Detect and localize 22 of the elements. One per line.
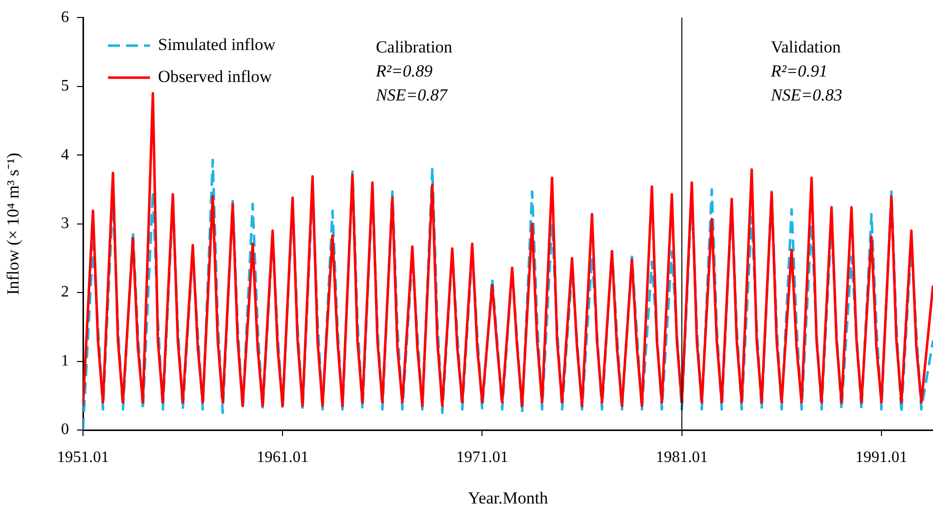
x-tick-label: 1961.01: [256, 448, 309, 466]
y-tick-label: 2: [61, 284, 69, 301]
x-tick-label: 1951.01: [57, 448, 109, 466]
legend-label: Observed inflow: [158, 67, 272, 86]
y-tick-label: 0: [61, 421, 69, 438]
annotation: R²=0.89: [374, 62, 434, 81]
annotation: NSE=0.83: [770, 86, 842, 105]
x-axis-title: Year.Month: [468, 488, 548, 508]
y-tick-label: 3: [61, 215, 69, 232]
y-tick-label: 5: [61, 78, 69, 95]
y-tick-label: 4: [61, 146, 69, 164]
x-tick-label: 1991.01: [855, 448, 908, 466]
x-tick-label: 1981.01: [656, 448, 708, 466]
y-tick-label: 6: [61, 8, 69, 26]
y-axis-title: Inflow (× 10⁴ m³ s⁻¹): [4, 152, 23, 295]
x-tick-label: 1971.01: [456, 448, 508, 466]
annotation: R²=0.91: [770, 62, 828, 81]
annotation: Validation: [770, 38, 842, 57]
legend-label: Simulated inflow: [158, 35, 276, 54]
annotation: Calibration: [376, 38, 453, 57]
y-tick-label: 1: [61, 352, 69, 370]
annotation: NSE=0.87: [374, 86, 449, 105]
